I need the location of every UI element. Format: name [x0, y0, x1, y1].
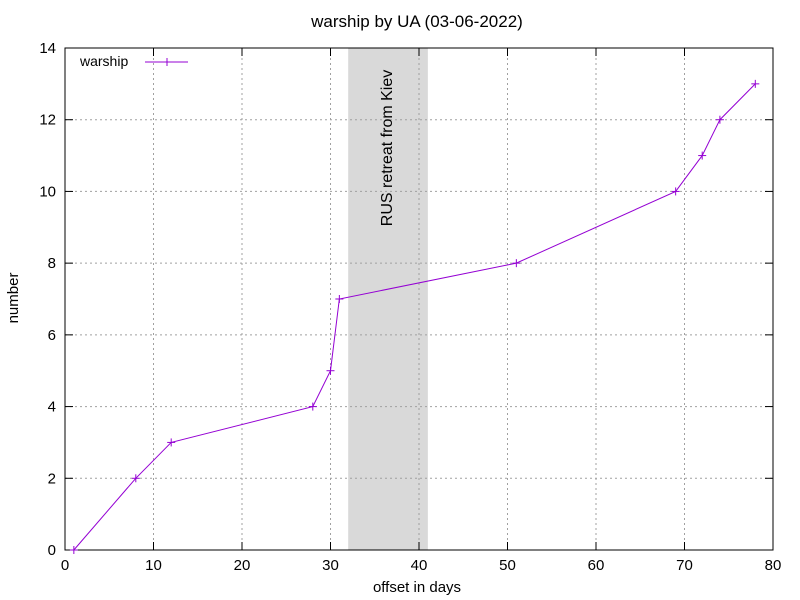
shaded-span-layer — [348, 48, 428, 550]
x-tick-label: 70 — [676, 557, 693, 574]
y-tick-label: 4 — [48, 399, 56, 416]
data-point — [698, 151, 707, 160]
data-point — [715, 115, 724, 124]
data-point — [512, 259, 521, 268]
x-axis-label: offset in days — [373, 579, 461, 596]
x-tick-label: 0 — [61, 557, 69, 574]
data-point — [335, 295, 344, 303]
y-tick-label: 8 — [48, 255, 56, 272]
x-tick-label: 20 — [234, 557, 251, 574]
y-tick-label: 2 — [48, 470, 56, 487]
tick-label-layer: 0 10 20 30 40 50 60 70 80 0 2 4 6 8 10 12 14 — [39, 40, 781, 574]
y-tick-label: 12 — [39, 112, 56, 129]
data-point — [69, 546, 78, 554]
y-tick-label: 14 — [39, 40, 56, 57]
legend-series-marker — [163, 58, 171, 66]
grid-layer — [65, 48, 773, 550]
x-tick-label: 30 — [322, 557, 339, 574]
data-point — [167, 438, 176, 447]
data-point — [308, 402, 317, 411]
x-tick-label: 40 — [411, 557, 428, 574]
chart-title: warship by UA (03-06-2022) — [310, 12, 523, 31]
x-tick-label: 10 — [145, 557, 162, 574]
shaded-span-0 — [348, 48, 428, 550]
data-point — [326, 366, 335, 375]
series-layer — [69, 79, 760, 554]
y-tick-label: 6 — [48, 327, 56, 344]
x-tick-label: 50 — [499, 557, 516, 574]
shaded-span-label: RUS retreat from Kiev — [379, 70, 396, 226]
tick-layer — [64, 47, 774, 551]
y-tick-label: 0 — [48, 542, 56, 559]
x-tick-label: 80 — [765, 557, 782, 574]
legend-marker-plus — [163, 58, 171, 66]
y-tick-label: 10 — [39, 183, 56, 200]
legend: warship — [79, 53, 188, 69]
data-point — [751, 79, 760, 88]
x-tick-label: 60 — [588, 557, 605, 574]
legend-series-label: warship — [79, 53, 128, 69]
y-axis-label: number — [5, 273, 22, 324]
data-point — [131, 474, 140, 483]
data-point — [671, 187, 680, 196]
